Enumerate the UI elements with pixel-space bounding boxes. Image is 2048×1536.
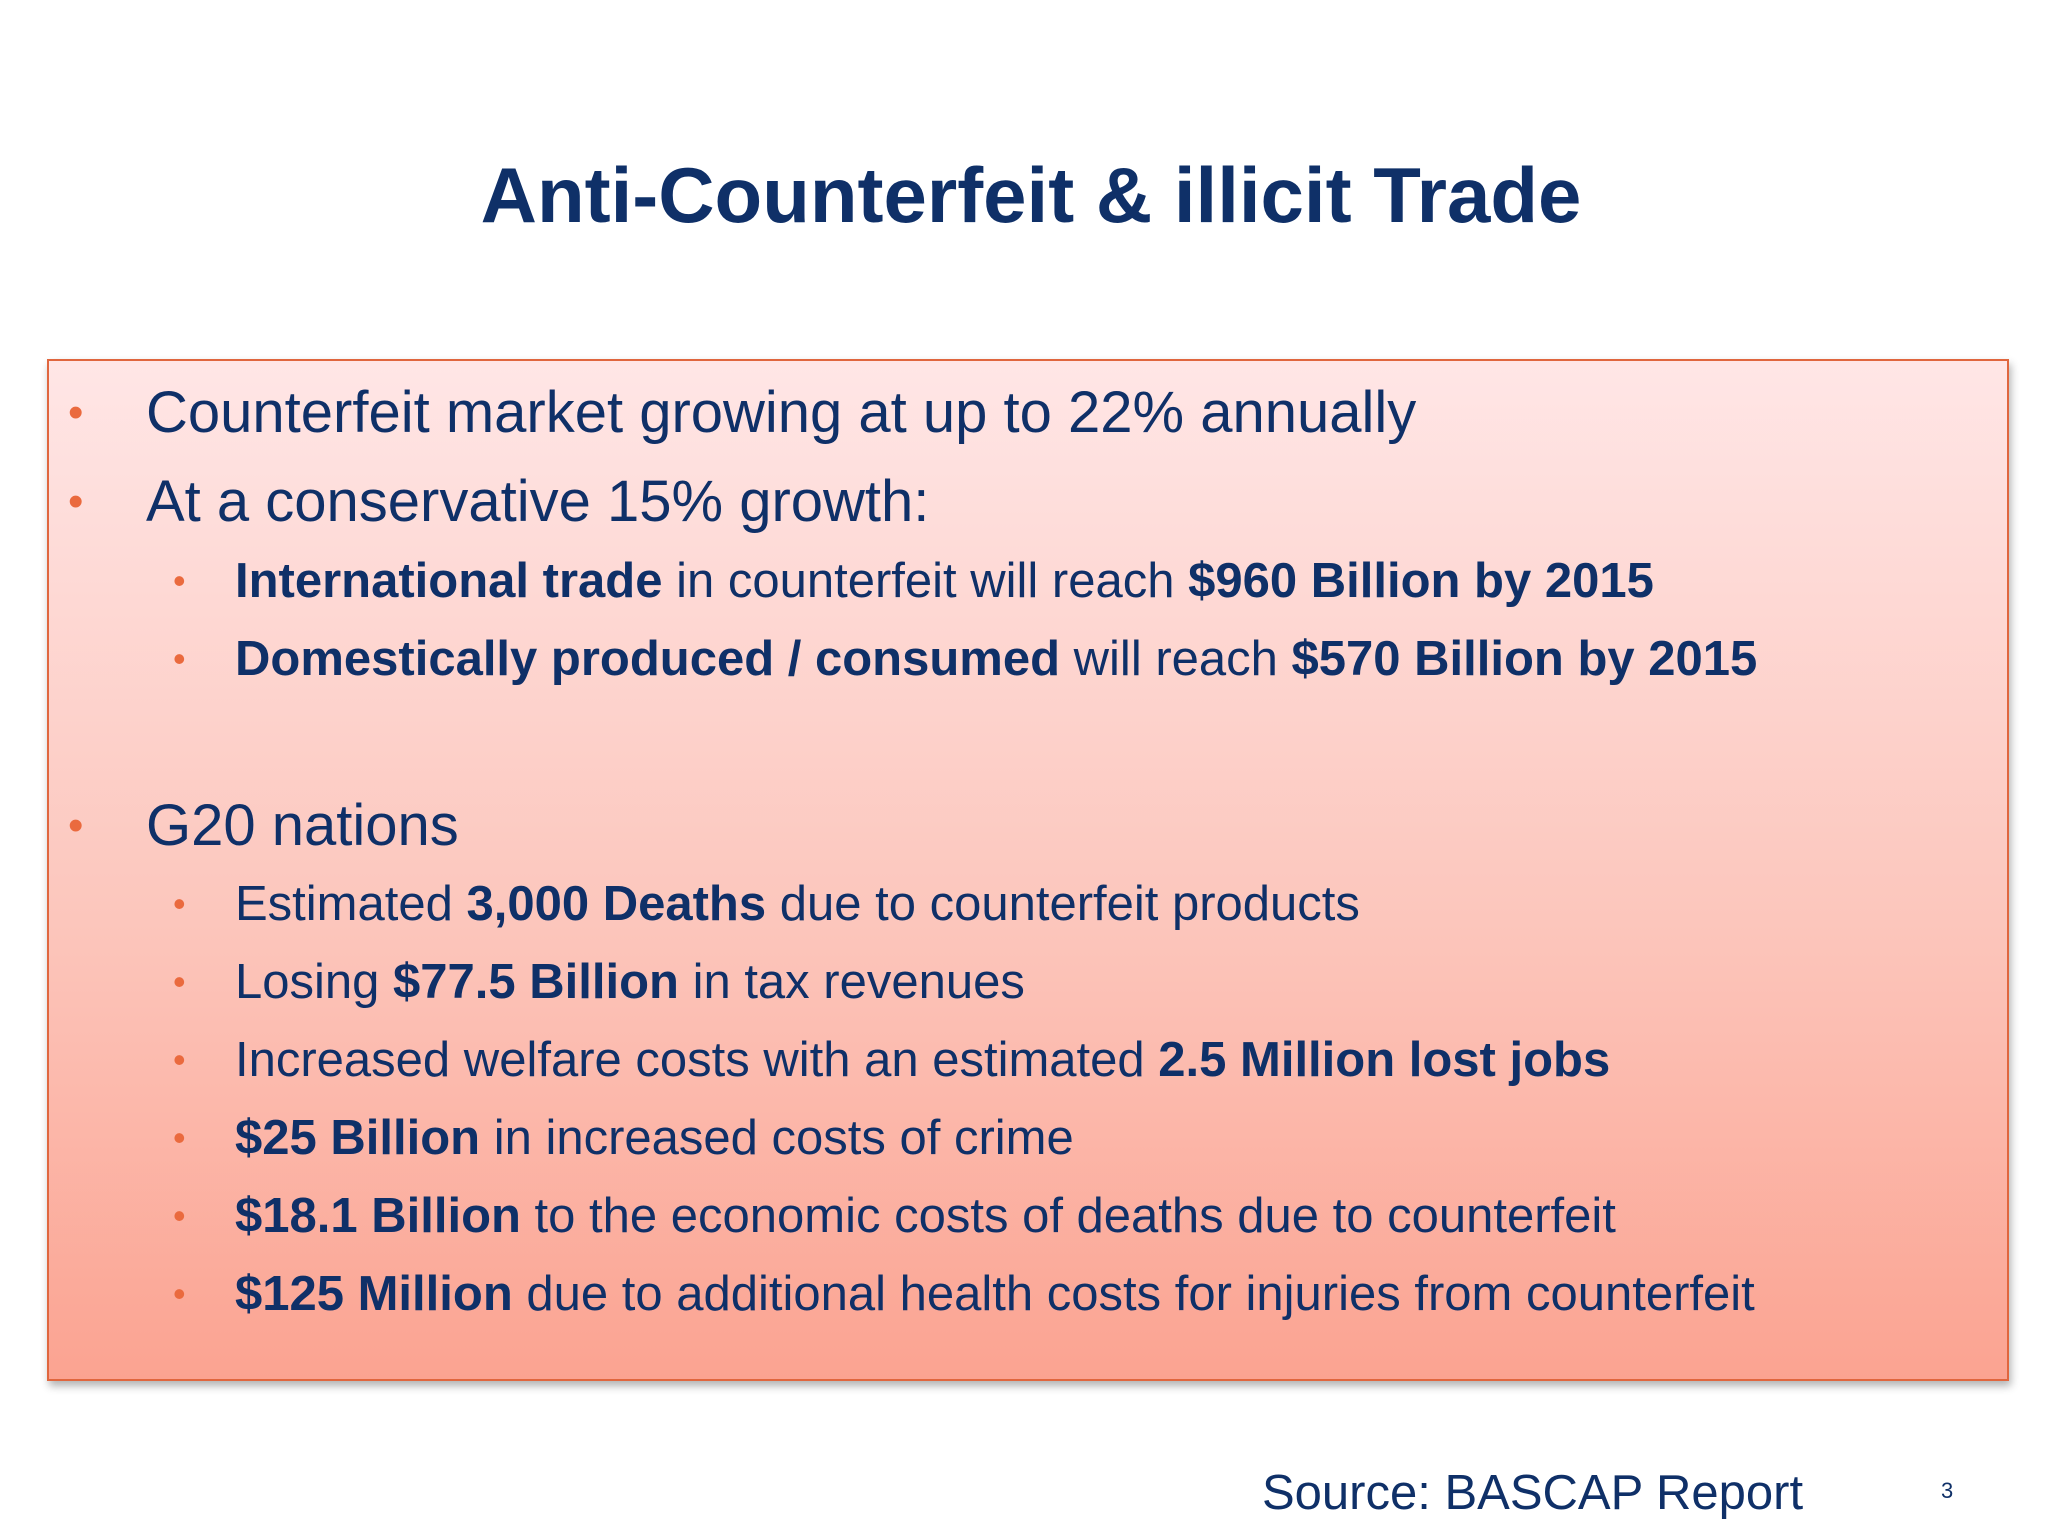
bullet-text-bold: International trade — [235, 554, 663, 608]
bullet-text-run: in counterfeit will reach — [662, 554, 1189, 608]
bullet-text-run: will reach — [1060, 632, 1292, 686]
bullet-text: Increased welfare costs with an estimate… — [235, 1033, 1610, 1087]
sub-bullet-item: • Domestically produced / consumed will r… — [173, 629, 1757, 689]
content-box — [47, 359, 2009, 1381]
bullet-dot-icon: • — [68, 801, 84, 850]
bullet-item: • G20 nations — [68, 791, 459, 861]
bullet-text-bold: $77.5 Billion — [393, 955, 679, 1009]
bullet-text-run: in tax revenues — [678, 955, 1025, 1009]
bullet-text-bold: $960 Billion by 2015 — [1188, 554, 1654, 608]
bullet-dot-icon: • — [173, 883, 186, 924]
bullet-text-bold: Domestically produced / consumed — [235, 632, 1061, 686]
bullet-text-run: due to counterfeit products — [766, 877, 1360, 931]
bullet-text-run: in increased costs of crime — [480, 1111, 1074, 1165]
sub-bullet-item: • $125 Million due to additional health c… — [173, 1264, 1755, 1324]
bullet-dot-icon: • — [68, 477, 84, 526]
sub-bullet-item: • International trade in counterfeit will… — [173, 551, 1654, 611]
bullet-dot-icon: • — [173, 638, 186, 679]
bullet-item: • At a conservative 15% growth: — [68, 467, 929, 537]
bullet-text: $18.1 Billion to the economic costs of d… — [235, 1189, 1616, 1243]
bullet-text: Domestically produced / consumed will re… — [235, 632, 1757, 686]
bullet-text-bold: 3,000 Deaths — [466, 877, 767, 931]
sub-bullet-item: • Estimated 3,000 Deaths due to counterfe… — [173, 874, 1360, 934]
sub-bullet-item: • $25 Billion in increased costs of crime — [173, 1108, 1074, 1168]
bullet-text-run: Estimated — [235, 877, 467, 931]
bullet-text-bold: 2.5 Million lost jobs — [1158, 1033, 1611, 1087]
page-number: 3 — [1941, 1478, 1954, 1503]
bullet-text-run: to the economic costs of deaths due to c… — [520, 1189, 1616, 1243]
bullet-text-bold: $25 Billion — [235, 1111, 481, 1165]
bullet-text-run: Losing — [235, 955, 394, 1009]
bullet-text-bold: $570 Billion by 2015 — [1291, 632, 1758, 686]
bullet-dot-icon: • — [173, 1117, 186, 1158]
bullet-text: International trade in counterfeit will … — [235, 554, 1654, 608]
sub-bullet-item: • $18.1 Billion to the economic costs of … — [173, 1186, 1616, 1246]
bullet-dot-icon: • — [173, 1273, 186, 1314]
source-citation: Source: BASCAP Report — [1262, 1466, 1804, 1520]
bullet-text-run: Increased welfare costs with an estimate… — [235, 1033, 1159, 1087]
slide-title: Anti-Counterfeit & illicit Trade — [480, 151, 1582, 239]
bullet-text-bold: $125 Million — [235, 1267, 513, 1321]
bullet-text: $125 Million due to additional health co… — [235, 1267, 1755, 1321]
sub-bullet-item: • Losing $77.5 Billion in tax revenues — [173, 952, 1025, 1012]
bullet-dot-icon: • — [173, 961, 186, 1002]
bullet-text-run: Counterfeit market growing at up to 22% … — [146, 380, 1417, 445]
bullet-item: • Counterfeit market growing at up to 22%… — [68, 378, 1416, 448]
bullet-dot-icon: • — [68, 388, 84, 437]
bullet-text: Estimated 3,000 Deaths due to counterfei… — [235, 877, 1360, 931]
bullet-text-run: due to additional health costs for injur… — [512, 1267, 1755, 1321]
bullet-text: At a conservative 15% growth: — [146, 469, 929, 534]
bullet-text: G20 nations — [146, 793, 459, 858]
bullet-dot-icon: • — [173, 1039, 186, 1080]
sub-bullet-item: • Increased welfare costs with an estimat… — [173, 1030, 1610, 1090]
bullet-text: Losing $77.5 Billion in tax revenues — [235, 955, 1025, 1009]
bullet-dot-icon: • — [173, 560, 186, 601]
bullet-text-run: G20 nations — [146, 793, 459, 858]
bullet-text: $25 Billion in increased costs of crime — [235, 1111, 1074, 1165]
bullet-text: Counterfeit market growing at up to 22% … — [146, 380, 1416, 445]
bullet-dot-icon: • — [173, 1195, 186, 1236]
bullet-text-run: At a conservative 15% growth: — [146, 469, 930, 534]
bullet-text-bold: $18.1 Billion — [235, 1189, 521, 1243]
